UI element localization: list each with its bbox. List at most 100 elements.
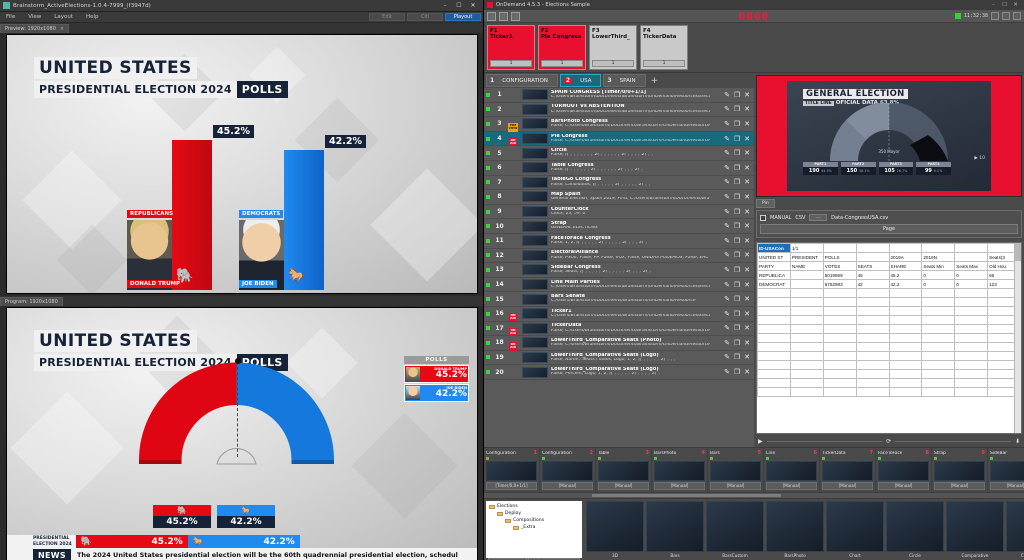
edit-icon[interactable]: ✎ bbox=[724, 149, 730, 158]
menu-file[interactable]: File bbox=[6, 14, 16, 20]
grid-cell[interactable] bbox=[789, 351, 824, 361]
row-thumbnail[interactable] bbox=[522, 220, 548, 232]
tree-node-compositions[interactable]: Compositions bbox=[489, 518, 579, 525]
delete-icon[interactable]: ✕ bbox=[744, 207, 750, 216]
composition-thumbnail[interactable] bbox=[654, 461, 705, 481]
grid-cell[interactable] bbox=[789, 297, 824, 307]
playout-mode-button[interactable]: Playout bbox=[445, 13, 481, 21]
delete-icon[interactable]: ✕ bbox=[744, 368, 750, 377]
grid-cell[interactable]: DEMOCRAT bbox=[757, 279, 791, 289]
tab-preview-close-icon[interactable]: × bbox=[59, 26, 65, 32]
grid-cell[interactable]: PRESIDENT bbox=[789, 252, 824, 262]
grid-cell[interactable] bbox=[954, 387, 989, 397]
row-thumbnail[interactable] bbox=[522, 337, 548, 349]
grid-cell[interactable] bbox=[789, 270, 824, 280]
grid-cell[interactable] bbox=[855, 351, 890, 361]
grid-cell[interactable] bbox=[789, 306, 824, 316]
edit-icon[interactable]: ✎ bbox=[724, 222, 730, 231]
add-tab-button[interactable]: + bbox=[650, 75, 659, 86]
copy-page-icon[interactable] bbox=[499, 11, 508, 21]
table-row[interactable]: 13 SideBar Congress False, Seats, [[",",",… bbox=[484, 263, 754, 278]
composition-thumbnail[interactable] bbox=[766, 461, 817, 481]
delete-icon[interactable]: ✕ bbox=[744, 324, 750, 333]
row-thumbnail[interactable] bbox=[522, 351, 548, 363]
tab-configuration[interactable]: 1 CONFIGURATION bbox=[486, 74, 558, 87]
edit-icon[interactable]: ✎ bbox=[724, 368, 730, 377]
gallery-item[interactable]: Configuration bbox=[1006, 501, 1024, 558]
progress-track[interactable] bbox=[766, 441, 883, 442]
composition-thumbnail[interactable] bbox=[990, 461, 1024, 481]
row-thumbnail[interactable] bbox=[522, 235, 548, 247]
grid-cell[interactable] bbox=[789, 279, 824, 289]
edit-icon[interactable]: ✎ bbox=[724, 119, 730, 128]
grid-cell[interactable] bbox=[822, 297, 857, 307]
grid-row[interactable] bbox=[757, 387, 1021, 397]
grid-cell[interactable] bbox=[954, 378, 989, 388]
composition-thumbnail[interactable] bbox=[542, 461, 593, 481]
grid-cell[interactable] bbox=[855, 252, 890, 262]
grid-cell[interactable] bbox=[954, 342, 989, 352]
grid-cell[interactable]: 2019A bbox=[888, 252, 923, 262]
table-row[interactable]: 14 Line Main Parties C:\Users\Brainstorm\D… bbox=[484, 277, 754, 293]
table-row[interactable]: 2 TURNOUT Vs ABSTENTION C:\Users\Brainstor… bbox=[484, 102, 754, 118]
table-row[interactable]: 1 SPAIN CONGRESS [Timer/0/0+1/1] C:\Users\… bbox=[484, 88, 754, 103]
playlist-rows[interactable]: 1 SPAIN CONGRESS [Timer/0/0+1/1] C:\Users\… bbox=[484, 88, 754, 447]
manual-checkbox[interactable] bbox=[760, 214, 766, 221]
grid-cell[interactable] bbox=[954, 306, 989, 316]
grid-cell[interactable] bbox=[757, 306, 791, 316]
table-row[interactable]: 18 ON AIR LowerThird_Comparative Seats (Pho… bbox=[484, 336, 754, 351]
delete-icon[interactable]: ✕ bbox=[744, 280, 750, 289]
grid-scroll-thumb[interactable] bbox=[1015, 243, 1021, 261]
row-thumbnail[interactable] bbox=[522, 147, 548, 159]
tree-node-extra[interactable]: _Extra bbox=[489, 525, 579, 532]
delete-icon[interactable]: ✕ bbox=[744, 134, 750, 143]
edit-icon[interactable]: ✎ bbox=[724, 295, 730, 304]
grid-cell[interactable] bbox=[822, 243, 857, 253]
composition-thumbnail[interactable] bbox=[878, 461, 929, 481]
row-thumbnail[interactable] bbox=[522, 118, 548, 130]
grid-vertical-scrollbar[interactable] bbox=[1014, 243, 1021, 433]
edit-icon[interactable]: ✎ bbox=[724, 324, 730, 333]
gallery-thumbnail[interactable] bbox=[586, 501, 644, 552]
delete-icon[interactable]: ✕ bbox=[744, 178, 750, 187]
duplicate-icon[interactable]: ❐ bbox=[733, 338, 741, 347]
grid-cell[interactable] bbox=[822, 342, 857, 352]
composition-thumbnail[interactable] bbox=[486, 461, 537, 481]
grid-row[interactable] bbox=[757, 315, 1021, 325]
download-icon[interactable]: ⬇ bbox=[1014, 438, 1020, 445]
grid-cell[interactable] bbox=[789, 387, 824, 397]
grid-cell[interactable] bbox=[888, 369, 923, 379]
table-row[interactable]: 6 Table Congress False, [[",",",",",","2("… bbox=[484, 160, 754, 176]
grid-cell[interactable]: Seats Min bbox=[921, 261, 956, 271]
duplicate-icon[interactable]: ❐ bbox=[733, 90, 741, 99]
grid-cell[interactable] bbox=[888, 288, 923, 298]
fkey-f1-count[interactable]: 1 bbox=[490, 60, 532, 67]
grid-cell[interactable] bbox=[855, 324, 890, 334]
grid-cell[interactable] bbox=[757, 342, 791, 352]
grid-cell[interactable] bbox=[822, 333, 857, 343]
grid-cell[interactable] bbox=[822, 324, 857, 334]
grid-row[interactable] bbox=[757, 342, 1021, 352]
duplicate-icon[interactable]: ❐ bbox=[733, 280, 741, 289]
duplicate-icon[interactable]: ❐ bbox=[733, 178, 741, 187]
delete-icon[interactable]: ✕ bbox=[744, 338, 750, 347]
composition-thumbnail[interactable] bbox=[598, 461, 649, 481]
delete-icon[interactable]: ✕ bbox=[744, 353, 750, 362]
ondemand-maximize-button[interactable]: ☐ bbox=[1002, 2, 1007, 8]
grid-cell[interactable]: 1/1 bbox=[789, 243, 824, 253]
edit-icon[interactable]: ✎ bbox=[724, 192, 730, 201]
duplicate-icon[interactable]: ❐ bbox=[733, 119, 741, 128]
grid-cell[interactable] bbox=[855, 342, 890, 352]
composition-item[interactable]: Configuration 2 [Manual] bbox=[540, 448, 596, 492]
grid-cell[interactable]: 45 bbox=[855, 270, 890, 280]
grid-cell[interactable] bbox=[855, 306, 890, 316]
grid-row[interactable]: DEMOCRAT 6752983 42 42.2 0 0 123 bbox=[757, 279, 1021, 289]
grid-cell[interactable] bbox=[888, 351, 923, 361]
grid-cell[interactable] bbox=[822, 315, 857, 325]
row-thumbnail[interactable] bbox=[522, 249, 548, 261]
grid-cell[interactable]: 42 bbox=[855, 279, 890, 289]
grid-cell[interactable] bbox=[954, 333, 989, 343]
grid-cell[interactable] bbox=[921, 360, 956, 370]
gallery-thumbnail[interactable] bbox=[886, 501, 944, 552]
progress-track[interactable] bbox=[895, 441, 1011, 442]
